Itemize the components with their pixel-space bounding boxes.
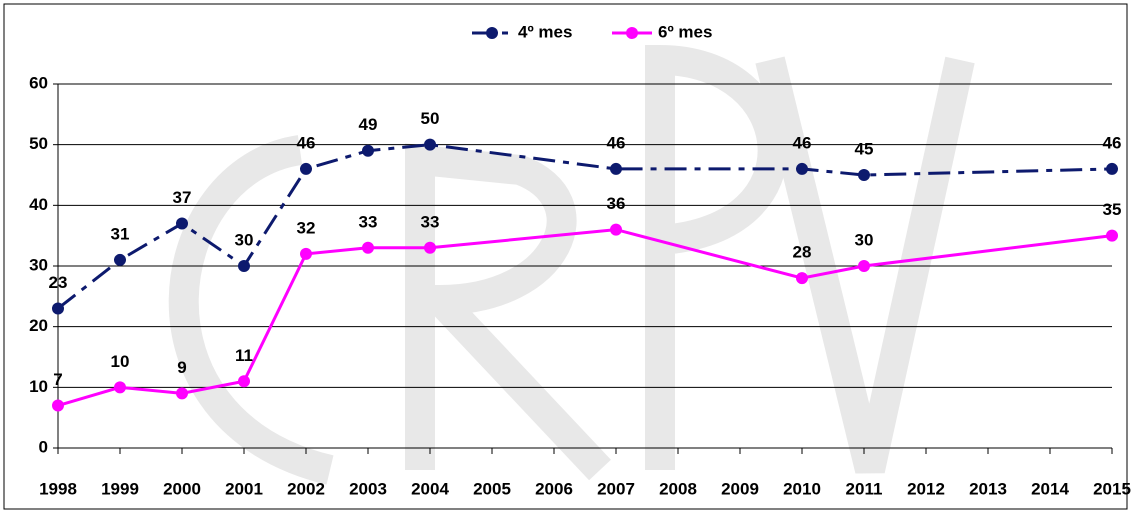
x-tick-label: 2012 bbox=[907, 479, 945, 498]
data-label: 45 bbox=[855, 139, 874, 158]
point bbox=[424, 138, 436, 151]
x-tick-label: 2003 bbox=[349, 479, 387, 498]
x-tick-label: 1998 bbox=[39, 479, 77, 498]
x-tick-label: 2007 bbox=[597, 479, 635, 498]
data-label: 10 bbox=[111, 352, 130, 371]
point bbox=[176, 387, 188, 400]
point bbox=[610, 162, 622, 175]
point bbox=[610, 223, 622, 236]
y-tick-label: 30 bbox=[29, 255, 48, 274]
data-label: 7 bbox=[53, 370, 62, 389]
y-tick-label: 20 bbox=[29, 316, 48, 335]
point bbox=[424, 241, 436, 254]
watermark bbox=[168, 44, 975, 485]
data-label: 49 bbox=[359, 115, 378, 134]
x-tick-label: 2011 bbox=[846, 479, 883, 498]
x-tick-label: 1999 bbox=[101, 479, 139, 498]
data-label: 23 bbox=[49, 273, 68, 292]
y-tick-label: 0 bbox=[39, 437, 48, 456]
x-tick-label: 2006 bbox=[535, 479, 573, 498]
data-label: 46 bbox=[1103, 133, 1122, 152]
data-label: 33 bbox=[421, 212, 440, 231]
x-tick-label: 2013 bbox=[969, 479, 1007, 498]
point bbox=[114, 253, 126, 266]
data-label: 50 bbox=[421, 109, 440, 128]
point bbox=[362, 241, 374, 254]
legend-label: 6º mes bbox=[658, 22, 712, 41]
point bbox=[114, 381, 126, 394]
point bbox=[238, 260, 250, 272]
y-tick-label: 10 bbox=[29, 377, 48, 396]
point bbox=[1106, 229, 1118, 242]
x-tick-label: 2000 bbox=[163, 479, 201, 498]
chart-border bbox=[3, 3, 1128, 510]
data-label: 30 bbox=[235, 230, 254, 249]
x-tick-label: 2010 bbox=[783, 479, 821, 498]
data-label: 46 bbox=[607, 133, 626, 152]
legend-label: 4º mes bbox=[518, 22, 572, 41]
legend-marker bbox=[486, 27, 498, 39]
data-label: 33 bbox=[359, 212, 378, 231]
legend-marker bbox=[626, 27, 638, 39]
point bbox=[796, 272, 808, 285]
x-tick-label: 2008 bbox=[659, 479, 697, 498]
point bbox=[52, 399, 64, 412]
data-label: 30 bbox=[855, 230, 874, 249]
point bbox=[176, 217, 188, 230]
data-label: 32 bbox=[297, 218, 316, 237]
x-tick-label: 2004 bbox=[411, 479, 449, 498]
data-label: 36 bbox=[607, 194, 626, 213]
data-label: 31 bbox=[111, 224, 130, 243]
data-label: 9 bbox=[177, 358, 186, 377]
data-label: 11 bbox=[235, 346, 253, 365]
point bbox=[300, 247, 312, 260]
y-tick-label: 60 bbox=[29, 73, 48, 92]
x-tick-label: 2009 bbox=[721, 479, 759, 498]
x-tick-label: 2002 bbox=[287, 479, 325, 498]
point bbox=[796, 162, 808, 175]
y-tick-label: 50 bbox=[29, 134, 48, 153]
x-tick-label: 2014 bbox=[1031, 479, 1069, 498]
point bbox=[52, 302, 64, 315]
x-tick-label: 2001 bbox=[225, 479, 263, 498]
data-label: 37 bbox=[173, 188, 192, 207]
x-tick-label: 2015 bbox=[1093, 479, 1131, 498]
point bbox=[300, 162, 312, 175]
point bbox=[1106, 162, 1118, 175]
data-label: 28 bbox=[793, 243, 812, 262]
point bbox=[858, 260, 870, 272]
point bbox=[238, 375, 250, 388]
x-tick-label: 2005 bbox=[473, 479, 511, 498]
data-label: 46 bbox=[297, 133, 316, 152]
point bbox=[362, 144, 374, 157]
y-tick-label: 40 bbox=[29, 195, 48, 214]
data-label: 35 bbox=[1103, 200, 1122, 219]
point bbox=[858, 169, 870, 181]
data-label: 46 bbox=[793, 133, 812, 152]
